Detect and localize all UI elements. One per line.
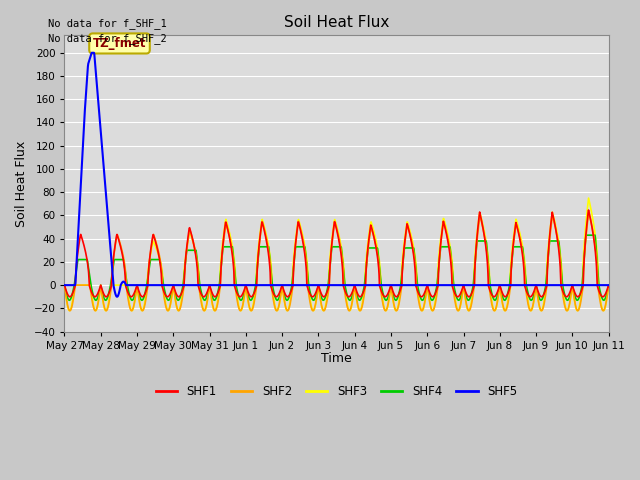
- Line: SHF1: SHF1: [65, 210, 640, 297]
- Title: Soil Heat Flux: Soil Heat Flux: [284, 15, 389, 30]
- SHF5: [340, 282, 348, 288]
- SHF2: [634, 306, 640, 312]
- Line: SHF3: SHF3: [65, 197, 640, 311]
- Line: SHF4: SHF4: [65, 234, 640, 300]
- SHF5: [634, 282, 640, 288]
- SHF1: [152, 238, 159, 243]
- X-axis label: Time: Time: [321, 352, 352, 365]
- SHF2: [152, 237, 159, 242]
- SHF2: [492, 305, 500, 311]
- SHF2: [61, 282, 68, 288]
- SHF5: [577, 282, 585, 288]
- SHF2: [329, 232, 337, 238]
- SHF4: [618, 231, 626, 237]
- SHF4: [340, 268, 348, 274]
- SHF3: [340, 266, 348, 272]
- Line: SHF5: SHF5: [65, 53, 640, 297]
- SHF2: [284, 308, 291, 313]
- SHF1: [284, 294, 291, 300]
- SHF1: [634, 293, 640, 299]
- Text: TZ_fmet: TZ_fmet: [93, 37, 147, 50]
- SHF3: [61, 282, 68, 288]
- SHF3: [634, 304, 640, 310]
- Text: No data for f_SHF_2: No data for f_SHF_2: [48, 33, 167, 44]
- SHF5: [113, 294, 121, 300]
- SHF4: [634, 295, 640, 300]
- SHF5: [88, 50, 95, 56]
- SHF4: [61, 282, 68, 288]
- SHF3: [152, 243, 159, 249]
- SHF4: [610, 297, 618, 303]
- SHF4: [492, 297, 499, 303]
- SHF3: [621, 194, 628, 200]
- SHF3: [577, 294, 585, 300]
- SHF1: [492, 292, 500, 298]
- SHF1: [577, 289, 585, 295]
- SHF5: [61, 282, 68, 288]
- SHF2: [585, 210, 593, 216]
- Legend: SHF1, SHF2, SHF3, SHF4, SHF5: SHF1, SHF2, SHF3, SHF4, SHF5: [151, 380, 522, 403]
- SHF2: [577, 298, 585, 303]
- SHF1: [61, 282, 68, 288]
- Text: No data for f_SHF_1: No data for f_SHF_1: [48, 18, 167, 29]
- SHF4: [577, 289, 584, 295]
- SHF4: [152, 257, 159, 263]
- SHF5: [330, 282, 337, 288]
- SHF1: [585, 207, 593, 213]
- Y-axis label: Soil Heat Flux: Soil Heat Flux: [15, 140, 28, 227]
- SHF1: [329, 231, 337, 237]
- SHF3: [319, 308, 327, 313]
- SHF1: [340, 285, 348, 290]
- SHF4: [329, 244, 337, 250]
- SHF3: [329, 228, 337, 234]
- Line: SHF2: SHF2: [65, 213, 640, 311]
- SHF5: [492, 282, 500, 288]
- SHF3: [492, 306, 500, 312]
- SHF5: [152, 282, 160, 288]
- SHF2: [340, 283, 348, 289]
